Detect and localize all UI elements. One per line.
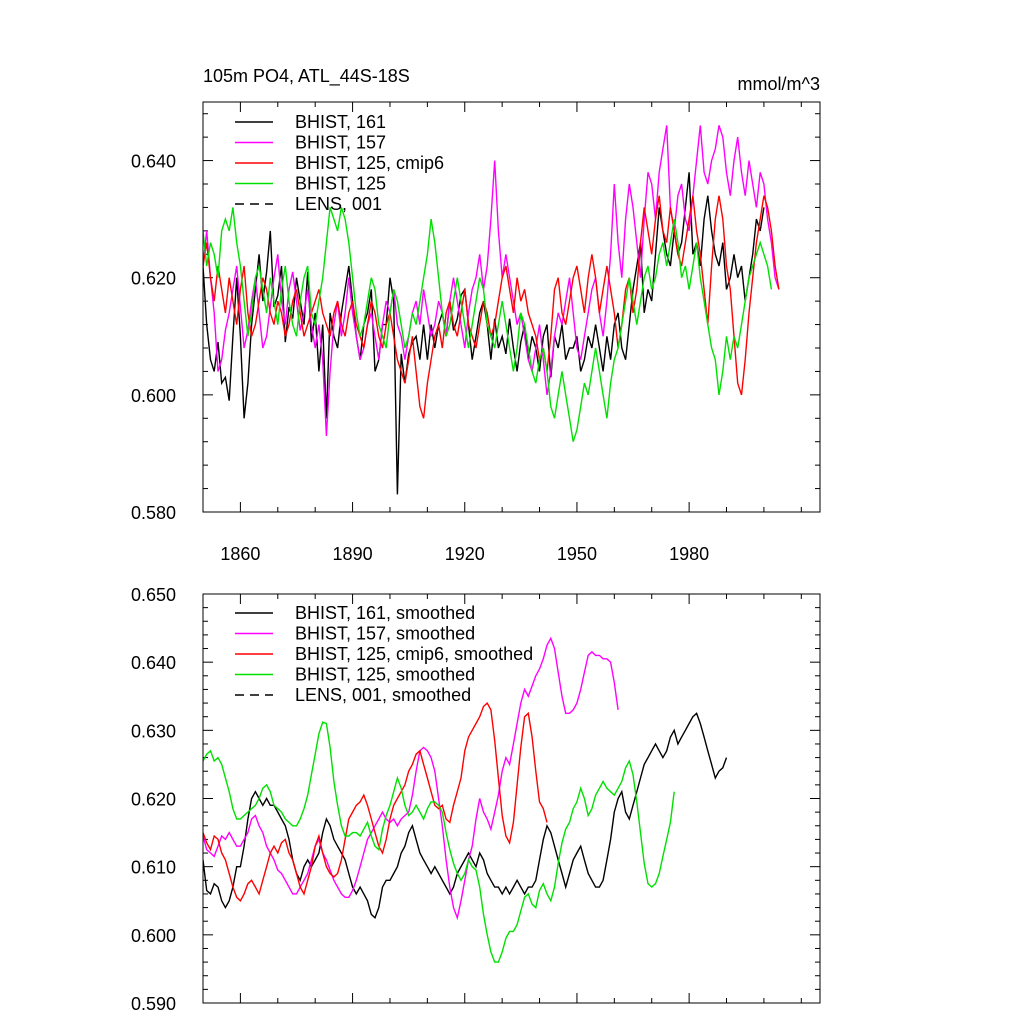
legend-label: BHIST, 157, smoothed xyxy=(295,624,475,644)
x-tick-label: 1980 xyxy=(669,544,709,564)
y-tick-label: 0.580 xyxy=(131,503,176,523)
series-line-2 xyxy=(203,701,548,902)
top-panel-ticks xyxy=(202,102,820,513)
y-tick-label: 0.600 xyxy=(131,926,176,946)
y-tick-label: 0.630 xyxy=(131,721,176,741)
y-tick-label: 0.620 xyxy=(131,269,176,289)
bottom-panel: 0.590 0.600 0.610 0.620 0.630 0.640 0.650 BHIS… xyxy=(131,585,821,1014)
bottom-panel-tick-labels: 0.590 0.600 0.610 0.620 0.630 0.640 0.650 xyxy=(131,585,176,1014)
bottom-panel-series xyxy=(203,636,728,963)
legend-label: BHIST, 125, smoothed xyxy=(295,665,475,685)
bottom-panel-frame xyxy=(202,593,821,1004)
series-line-1 xyxy=(203,125,780,436)
series-line-1 xyxy=(203,636,619,921)
top-panel-tick-labels: 1860 1890 1920 1950 1980 0.580 0.600 0.620 0.640 xyxy=(131,152,709,564)
y-tick-label: 0.590 xyxy=(131,994,176,1014)
top-panel-series xyxy=(203,125,780,495)
y-tick-label: 0.610 xyxy=(131,858,176,878)
series-line-3 xyxy=(203,207,773,442)
y-tick-label: 0.640 xyxy=(131,653,176,673)
top-panel-title: 105m PO4, ATL_44S-18S xyxy=(203,66,410,87)
top-panel-frame xyxy=(202,101,821,513)
x-tick-label: 1920 xyxy=(445,544,485,564)
series-line-0 xyxy=(203,712,728,920)
y-tick-label: 0.650 xyxy=(131,585,176,605)
legend-label: BHIST, 157 xyxy=(295,133,386,153)
y-tick-label: 0.600 xyxy=(131,386,176,406)
legend-label: BHIST, 161 xyxy=(295,112,386,132)
top-panel: 105m PO4, ATL_44S-18S mmol/m^3 1860 1890 1… xyxy=(131,66,821,564)
legend-label: BHIST, 125 xyxy=(295,174,386,194)
series-line-0 xyxy=(203,172,765,495)
legend-label: BHIST, 125, cmip6, smoothed xyxy=(295,644,533,664)
x-tick-label: 1950 xyxy=(557,544,597,564)
top-panel-units: mmol/m^3 xyxy=(738,74,820,94)
legend-label: BHIST, 125, cmip6 xyxy=(295,153,444,173)
bottom-panel-ticks xyxy=(202,593,820,1004)
series-line-3 xyxy=(203,721,675,963)
y-tick-label: 0.640 xyxy=(131,152,176,172)
x-tick-label: 1890 xyxy=(333,544,373,564)
legend-label: LENS, 001, smoothed xyxy=(295,685,471,705)
x-tick-label: 1860 xyxy=(220,544,260,564)
legend-label: LENS, 001 xyxy=(295,194,382,214)
legend-label: BHIST, 161, smoothed xyxy=(295,603,475,623)
y-tick-label: 0.620 xyxy=(131,790,176,810)
